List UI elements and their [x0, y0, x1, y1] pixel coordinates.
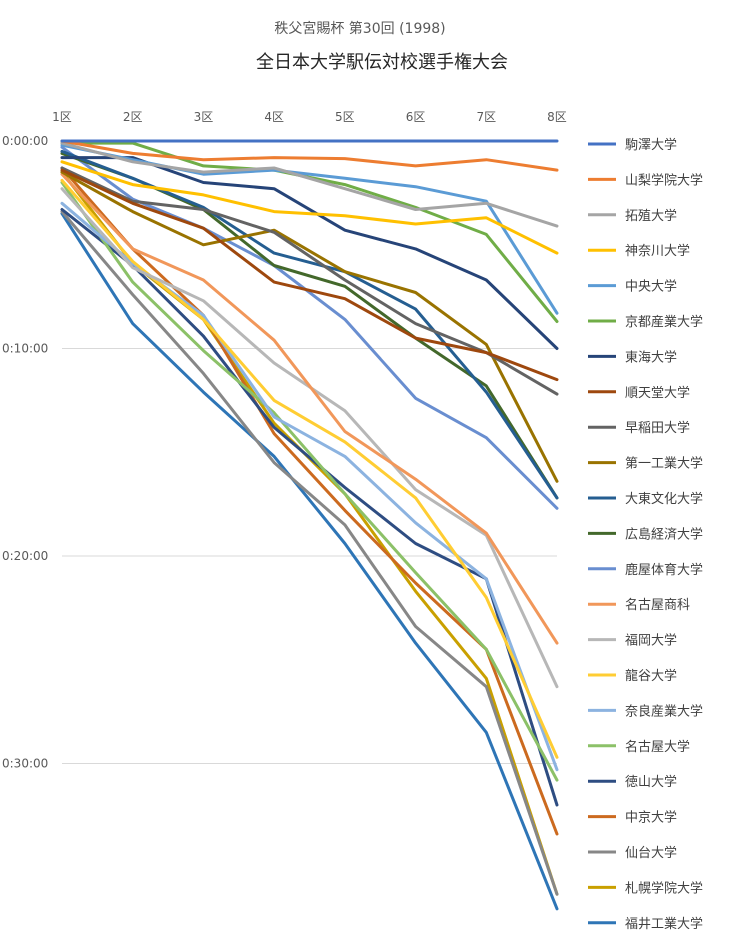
y-axis-labels: 0:00:00 0:10:00 0:20:00 0:30:00 [2, 134, 48, 771]
legend-label: 徳山大学 [625, 774, 677, 790]
x-tick-label: 6区 [406, 110, 426, 124]
legend-label: 東海大学 [625, 349, 677, 365]
x-tick-label: 3区 [194, 110, 214, 124]
series-line [60, 181, 559, 782]
x-tick-label: 2区 [123, 110, 143, 124]
x-tick-label: 7区 [476, 110, 496, 124]
x-tick-label: 5区 [335, 110, 355, 124]
series-line [60, 208, 559, 807]
legend-label: 名古屋大学 [625, 739, 690, 755]
legend-label: 山梨学院大学 [625, 172, 703, 188]
legend-label: 神奈川大学 [625, 243, 690, 259]
x-tick-label: 4区 [264, 110, 284, 124]
legend-label: 鹿屋体育大学 [625, 562, 703, 578]
legend-label: 福岡大学 [625, 633, 677, 649]
series-line [60, 168, 559, 382]
y-tick-label: 0:00:00 [2, 134, 48, 148]
x-axis-labels: 1区 2区 3区 4区 5区 6区 7区 8区 [52, 110, 567, 124]
y-tick-label: 0:20:00 [2, 549, 48, 563]
legend-label: 広島経済大学 [625, 526, 703, 542]
legend-label: 仙台大学 [625, 845, 677, 861]
chart-subtitle: 秩父宮賜杯 第30回 (1998) [274, 20, 445, 37]
series-line [60, 143, 559, 315]
series-line [60, 149, 559, 500]
series-line [60, 172, 559, 645]
chart-title: 全日本大学駅伝対校選手権大会 [256, 52, 508, 73]
series-line [60, 141, 559, 323]
legend-label: 奈良産業大学 [625, 703, 703, 719]
x-tick-label: 1区 [52, 110, 72, 124]
legend-label: 順天堂大学 [625, 385, 690, 401]
legend-label: 京都産業大学 [625, 314, 703, 330]
legend-label: 福井工業大学 [625, 916, 703, 932]
series-line [60, 139, 559, 172]
y-tick-label: 0:30:00 [2, 757, 48, 771]
legend-label: 拓殖大学 [625, 208, 677, 224]
y-tick-label: 0:10:00 [2, 342, 48, 356]
legend-label: 大東文化大学 [625, 491, 703, 507]
legend-label: 早稲田大学 [625, 420, 690, 436]
series-line [60, 141, 559, 228]
series-line [60, 166, 559, 396]
series-lines [60, 139, 559, 911]
legend-label: 名古屋商科 [625, 597, 690, 613]
legend-label: 中京大学 [625, 810, 677, 826]
legend-label: 中央大学 [625, 279, 677, 295]
legend-label: 札幌学院大学 [625, 880, 703, 896]
series-line [60, 212, 559, 911]
series-line [60, 160, 559, 255]
x-tick-label: 8区 [547, 110, 567, 124]
legend: 駒澤大学山梨学院大学拓殖大学神奈川大学中央大学京都産業大学東海大学順天堂大学早稲… [588, 137, 703, 932]
legend-label: 第一工業大学 [625, 456, 703, 472]
legend-label: 龍谷大学 [625, 668, 677, 684]
series-line [60, 170, 559, 483]
series-line [60, 178, 559, 759]
legend-label: 駒澤大学 [625, 137, 677, 153]
series-line [60, 210, 559, 896]
